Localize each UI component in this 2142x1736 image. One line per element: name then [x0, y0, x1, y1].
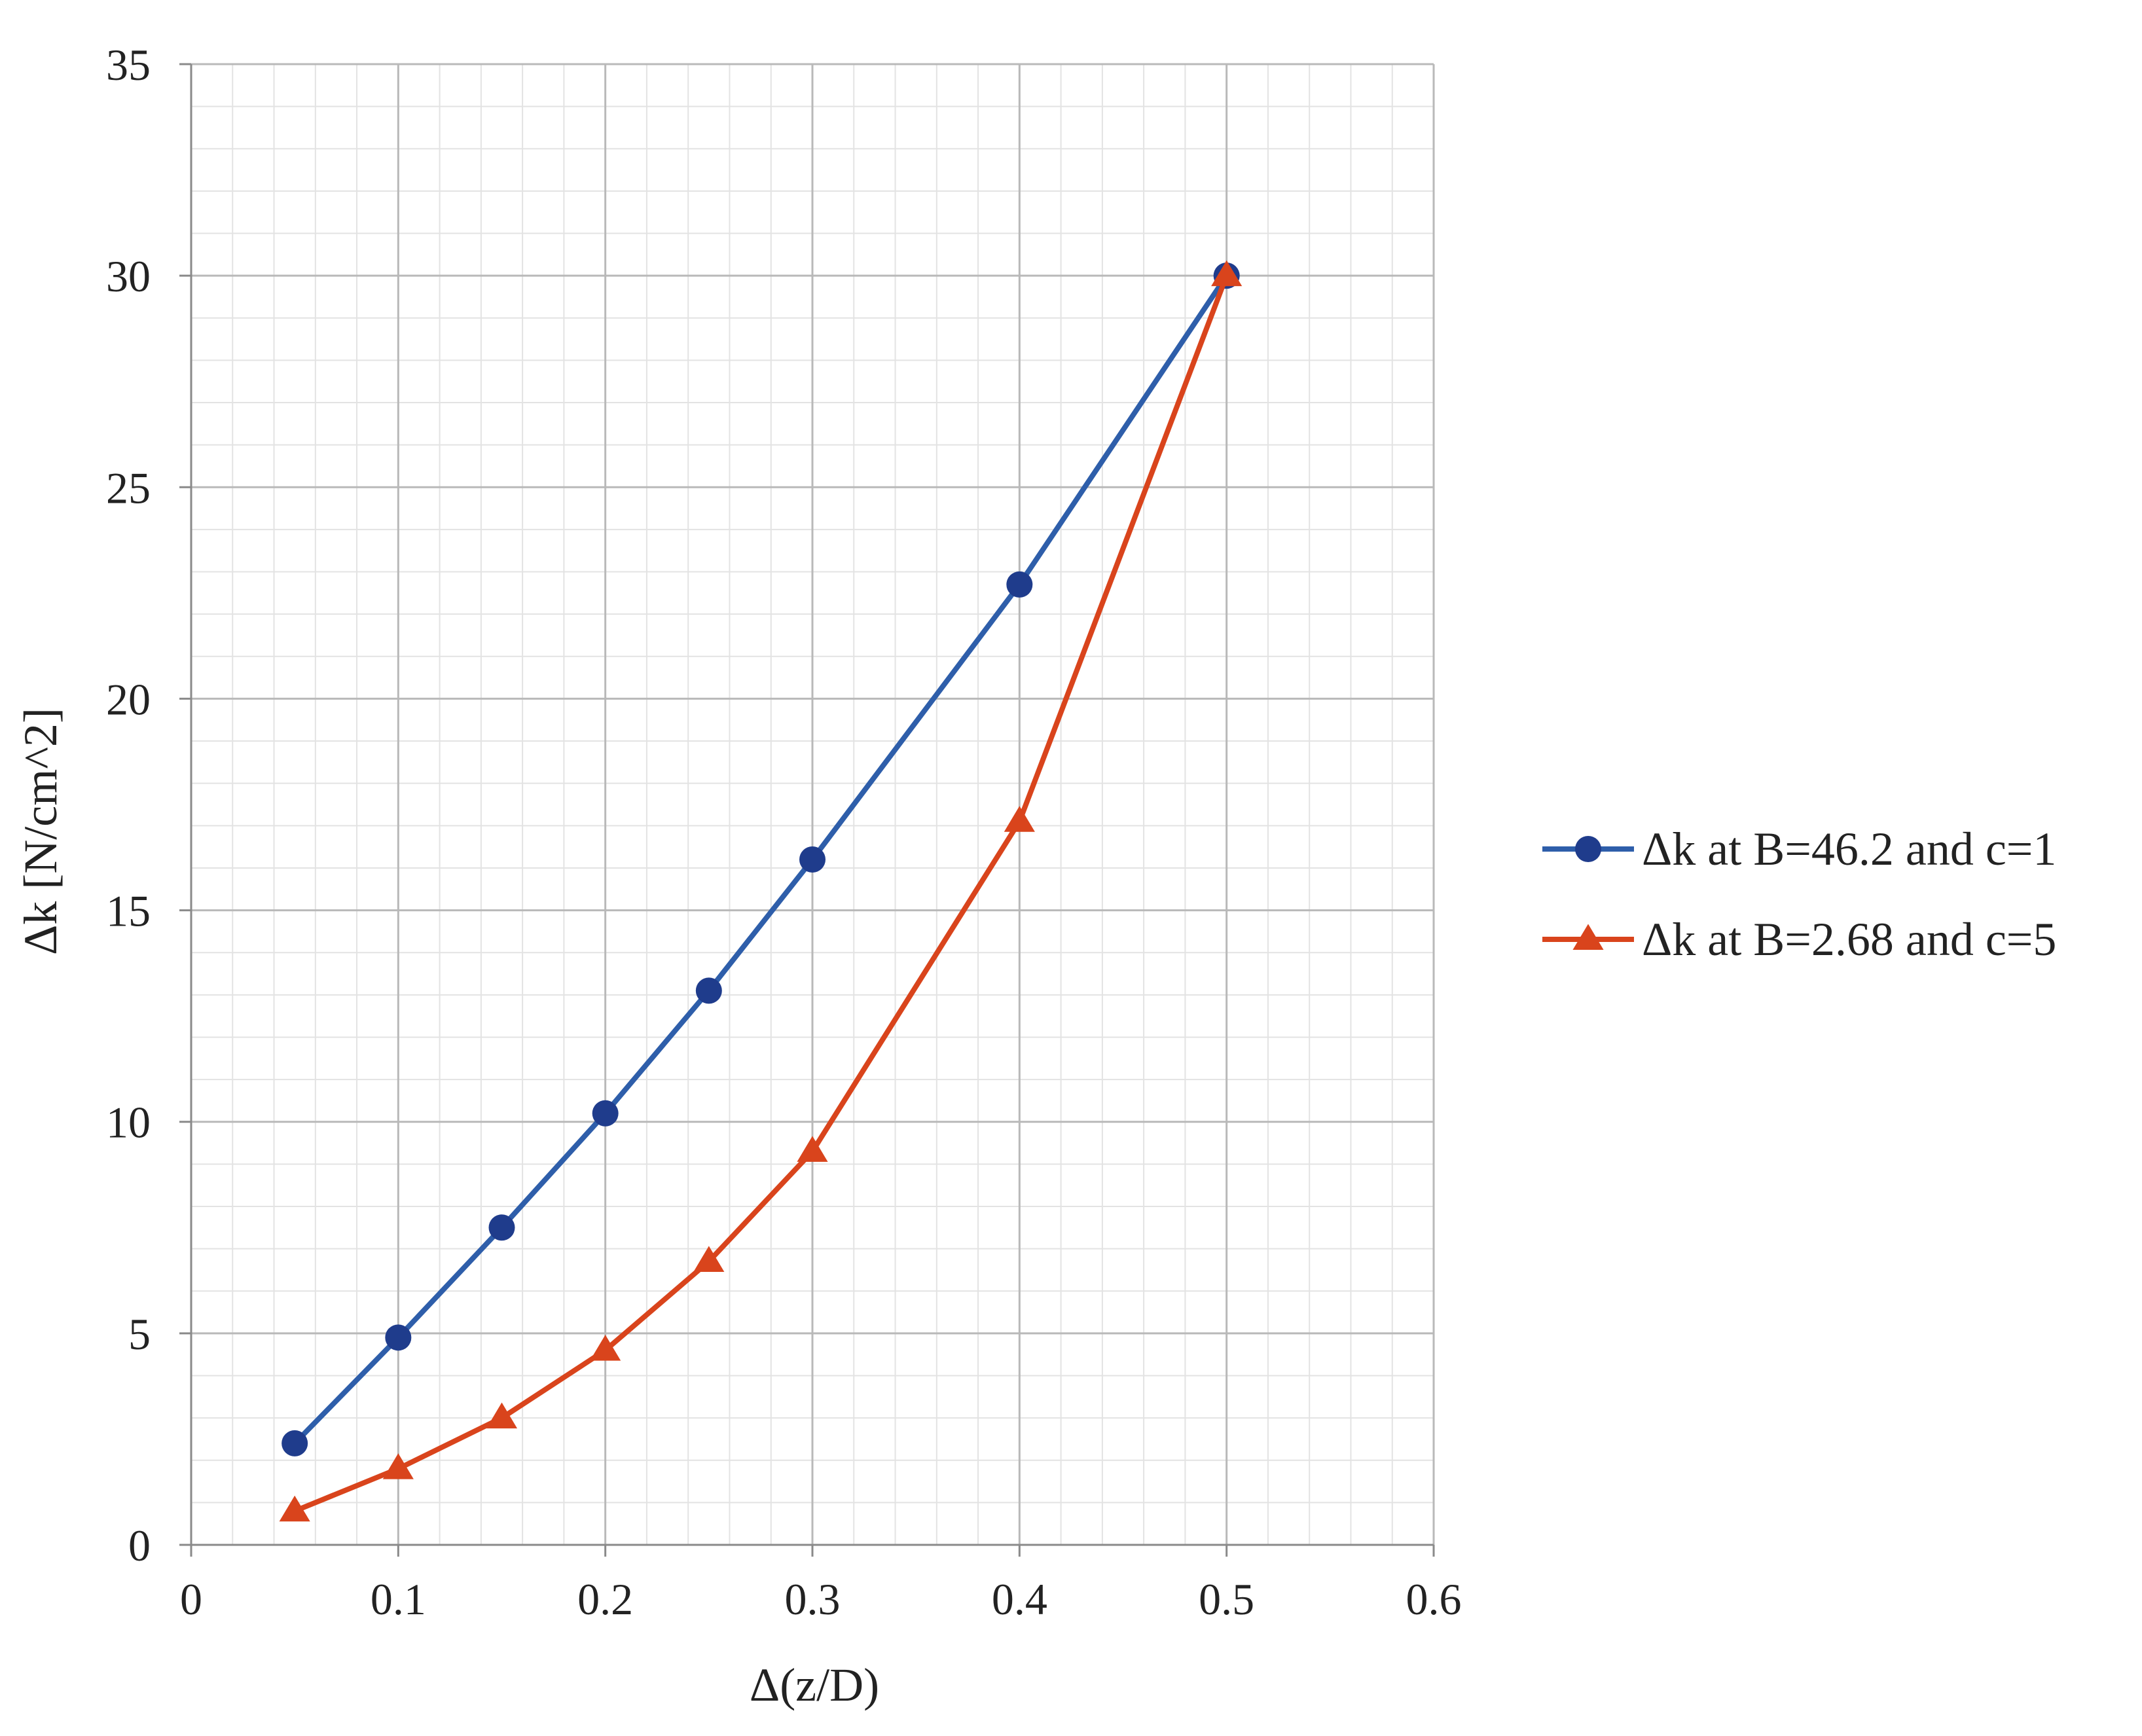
series-1-point — [695, 977, 722, 1004]
legend-marker — [1572, 924, 1604, 950]
x-tick-label: 0.4 — [992, 1574, 1047, 1624]
y-tick-labels: 0 5 10 15 20 25 30 35 — [106, 40, 151, 1570]
x-tick-label: 0.2 — [577, 1574, 633, 1624]
y-tick-label: 15 — [106, 886, 151, 936]
series-layer — [279, 260, 1243, 1522]
y-tick-label: 5 — [128, 1309, 151, 1359]
y-tick-label: 10 — [106, 1098, 151, 1148]
series-1-point — [1006, 571, 1033, 598]
y-tick-label: 0 — [128, 1521, 151, 1570]
series-2-point — [1211, 260, 1243, 287]
x-tick-label: 0.6 — [1406, 1574, 1462, 1624]
x-tick-label: 0.3 — [785, 1574, 841, 1624]
series-1-line — [292, 273, 1229, 1446]
x-tick-labels: 0 0.1 0.2 0.3 0.4 0.5 0.6 — [180, 1574, 1462, 1624]
y-tick-label: 35 — [106, 40, 151, 90]
series-1-point — [281, 1430, 308, 1456]
series-1-point — [385, 1324, 412, 1351]
series-2-point — [486, 1402, 518, 1429]
y-tick-label: 30 — [106, 251, 151, 301]
axes — [179, 63, 1435, 1557]
y-axis-title: Δk [N/cm^2] — [14, 708, 67, 955]
series-2-point — [382, 1453, 414, 1479]
x-axis-title: Δ(z/D) — [750, 1659, 879, 1711]
y-tick-label: 25 — [106, 463, 151, 513]
series-2-point — [797, 1136, 828, 1162]
legend-label: Δk at B=46.2 and c=1 — [1642, 823, 2056, 875]
series-2-point — [279, 1495, 310, 1522]
series-2-point — [590, 1335, 621, 1361]
legend-label: Δk at B=2.68 and c=5 — [1642, 913, 2056, 966]
x-tick-label: 0.1 — [371, 1574, 426, 1624]
legend-item-2: Δk at B=2.68 and c=5 — [1542, 913, 2056, 966]
series-2 — [279, 260, 1243, 1522]
legend-marker — [1575, 836, 1601, 862]
series-2-line — [292, 273, 1229, 1514]
series-2-point — [1004, 806, 1035, 832]
x-tick-label: 0.5 — [1199, 1574, 1254, 1624]
legend: Δk at B=46.2 and c=1 Δk at B=2.68 and c=5 — [1542, 823, 2056, 966]
series-1-point — [799, 846, 826, 873]
series-2-point — [693, 1246, 725, 1272]
legend-item-1: Δk at B=46.2 and c=1 — [1542, 823, 2056, 875]
y-tick-label: 20 — [106, 674, 151, 724]
x-tick-label: 0 — [180, 1574, 202, 1624]
series-1-point — [592, 1100, 619, 1127]
series-1-point — [488, 1214, 515, 1241]
